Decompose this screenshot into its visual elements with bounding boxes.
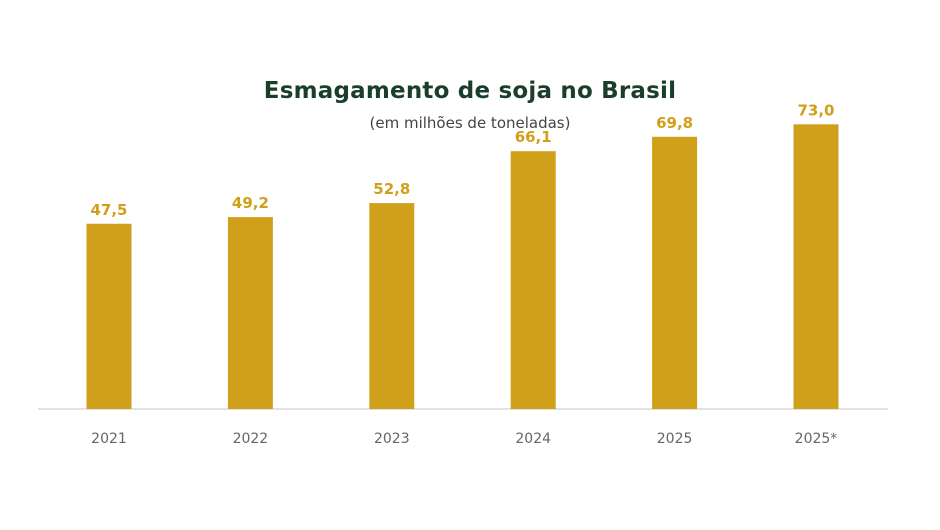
bar-2022 — [227, 217, 273, 409]
bar-2024 — [510, 151, 556, 409]
x-tick-label: 2024 — [515, 431, 551, 447]
bar-2025 — [652, 136, 698, 409]
x-tick-label: 2025* — [795, 431, 838, 447]
data-label: 66,1 — [515, 128, 552, 146]
x-tick-label: 2025 — [657, 431, 693, 447]
chart-subtitle: (em milhões de toneladas) — [369, 114, 571, 132]
x-tick-label: 2023 — [374, 431, 410, 447]
data-label: 52,8 — [373, 180, 410, 198]
bar-2023 — [369, 203, 415, 409]
data-label: 73,0 — [797, 101, 834, 119]
data-label: 49,2 — [232, 194, 269, 212]
bar-2025* — [793, 124, 839, 410]
x-tick-label: 2021 — [91, 431, 127, 447]
chart-title: Esmagamento de soja no Brasil — [263, 78, 677, 104]
data-label: 47,5 — [90, 201, 127, 219]
data-label: 69,8 — [656, 114, 693, 132]
bar-2021 — [86, 223, 132, 409]
x-tick-label: 2022 — [233, 431, 269, 447]
